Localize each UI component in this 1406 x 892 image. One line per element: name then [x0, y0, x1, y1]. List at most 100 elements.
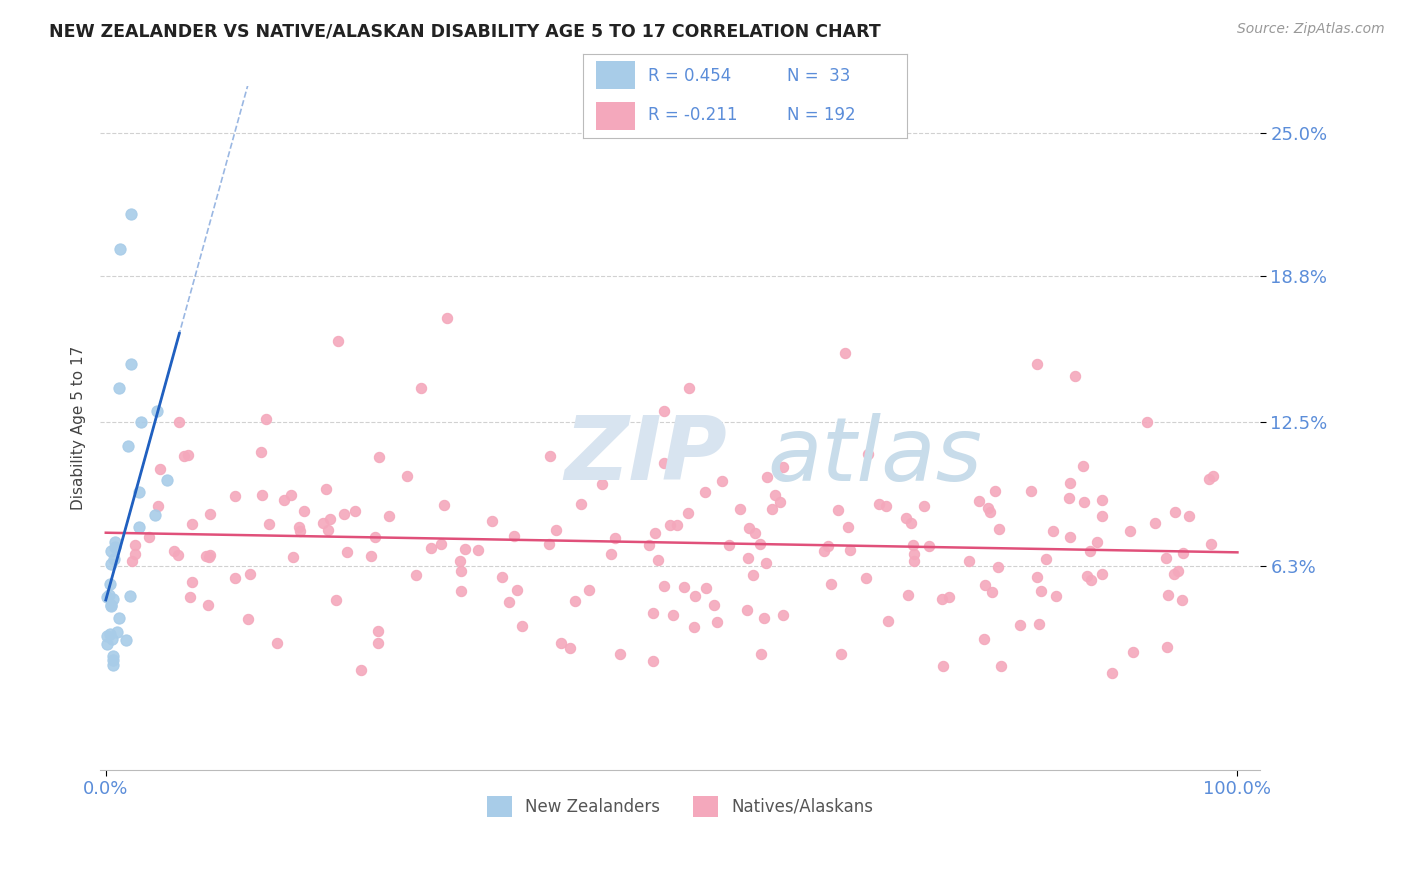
Point [903, 538, 925, 552]
Point [430, 537, 453, 551]
Point [98, 626, 121, 640]
Point [827, 502, 849, 516]
Point [1091, 566, 1114, 581]
Point [932, 658, 955, 673]
Point [1025, 569, 1047, 583]
Point [288, 524, 311, 538]
Point [318, 512, 340, 526]
Point [1171, 546, 1194, 560]
Point [224, 571, 246, 585]
Point [647, 553, 669, 567]
Point [744, 525, 766, 540]
Point [748, 537, 770, 551]
Point [710, 474, 733, 488]
Point [343, 504, 366, 518]
Point [912, 499, 935, 513]
Point [984, 484, 1007, 499]
Point [678, 381, 700, 395]
Bar [596, 102, 636, 130]
Point [1025, 358, 1047, 372]
Point [1101, 666, 1123, 681]
Point [546, 523, 568, 537]
Point [875, 500, 897, 514]
Point [167, 416, 190, 430]
Point [250, 487, 273, 501]
Point [1136, 416, 1159, 430]
Point [772, 607, 794, 622]
Point [839, 543, 862, 558]
Point [538, 537, 561, 551]
Point [1071, 458, 1094, 473]
Point [564, 594, 586, 608]
Point [1119, 524, 1142, 539]
Point [1019, 483, 1042, 498]
Point [103, 657, 125, 672]
Point [967, 494, 990, 508]
Point [706, 615, 728, 629]
Point [644, 525, 666, 540]
Point [433, 498, 456, 512]
Point [877, 614, 900, 628]
Point [591, 477, 613, 491]
Point [467, 543, 489, 558]
Text: Source: ZipAtlas.com: Source: ZipAtlas.com [1237, 22, 1385, 37]
Point [108, 381, 131, 395]
Point [238, 566, 260, 581]
Point [1171, 593, 1194, 607]
Point [717, 538, 740, 552]
Point [676, 506, 699, 520]
Point [903, 554, 925, 568]
Point [124, 547, 146, 561]
Point [1035, 552, 1057, 566]
Point [1064, 369, 1087, 384]
Point [117, 439, 139, 453]
Bar [596, 62, 636, 89]
Point [1167, 564, 1189, 578]
Point [128, 484, 150, 499]
Point [869, 497, 891, 511]
Point [146, 500, 169, 514]
Point [96, 637, 118, 651]
Point [1164, 505, 1187, 519]
Point [703, 599, 725, 613]
Point [409, 381, 432, 395]
Point [105, 625, 128, 640]
Point [769, 495, 792, 509]
Point [198, 507, 221, 521]
Point [1198, 472, 1220, 486]
Point [1163, 566, 1185, 581]
Point [273, 493, 295, 508]
Point [749, 647, 772, 661]
Point [987, 559, 1010, 574]
Text: R = -0.211: R = -0.211 [648, 106, 738, 124]
Point [1085, 535, 1108, 549]
Point [738, 520, 761, 534]
Point [979, 505, 1001, 519]
Point [735, 603, 758, 617]
Point [761, 502, 783, 516]
Point [820, 576, 842, 591]
Point [1008, 618, 1031, 632]
Point [1157, 588, 1180, 602]
Point [1059, 530, 1081, 544]
Point [1091, 493, 1114, 508]
Point [378, 509, 401, 524]
Point [283, 549, 305, 564]
Point [662, 607, 685, 622]
Point [312, 516, 335, 530]
Point [181, 575, 204, 590]
Point [368, 450, 391, 465]
Point [695, 581, 717, 595]
Point [737, 550, 759, 565]
Point [114, 632, 136, 647]
Point [855, 572, 877, 586]
Point [957, 554, 980, 568]
Point [121, 553, 143, 567]
Point [856, 447, 879, 461]
Point [257, 517, 280, 532]
Point [897, 588, 920, 602]
Point [1122, 645, 1144, 659]
Point [266, 635, 288, 649]
Point [124, 538, 146, 552]
Point [813, 543, 835, 558]
